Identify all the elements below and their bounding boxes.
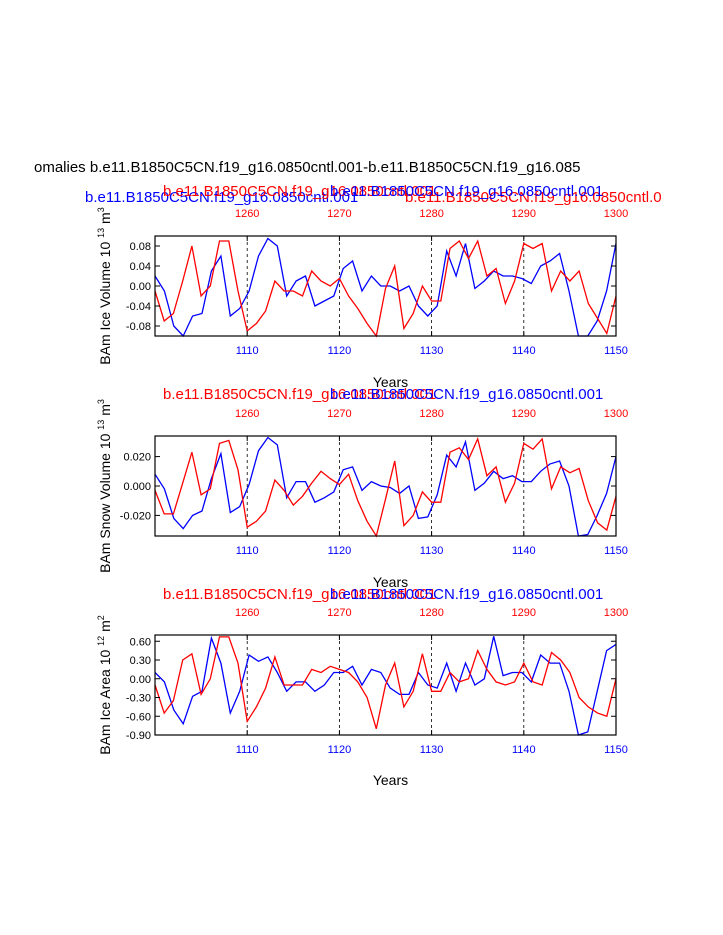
plot-frame bbox=[154, 634, 617, 736]
x-bottom-tick-label: 1130 bbox=[420, 744, 444, 756]
y-tick-label: 0.30 bbox=[130, 655, 151, 667]
x-axis-label: Years bbox=[373, 374, 408, 390]
chart-panel-3: 0.60 0.30 0.00 -0.30 -0.60 -0.90 1110 1120 1130 1… bbox=[96, 586, 628, 788]
x-bottom-tick-label: 1120 bbox=[328, 345, 352, 357]
y-axis-label: BAm Snow Volume 10 13 m3 bbox=[96, 399, 113, 573]
y-axis-label: BAm Ice Area 10 12 m2 bbox=[96, 615, 113, 755]
series-line-blue bbox=[154, 237, 617, 338]
x-bottom-tick-label: 1110 bbox=[236, 744, 259, 756]
x-bottom-tick-label: 1130 bbox=[420, 345, 444, 357]
x-bottom-tick-label: 1140 bbox=[512, 545, 536, 557]
panel-title-red: b.e11.B1850C5CN.f19_g16.0850cntl.001 bbox=[163, 586, 436, 603]
series-line-blue bbox=[154, 436, 617, 537]
x-bottom-tick-label: 1150 bbox=[604, 545, 628, 557]
x-top-tick-label: 1300 bbox=[604, 607, 628, 619]
y-tick-label: -0.08 bbox=[126, 321, 151, 333]
y-tick-label: -0.020 bbox=[120, 510, 151, 522]
series-line-red bbox=[154, 636, 617, 729]
y-tick-label: -0.30 bbox=[126, 693, 151, 705]
x-top-tick-label: 1270 bbox=[327, 408, 351, 420]
y-tick-label: 0.60 bbox=[130, 636, 151, 648]
y-tick-label: 0.000 bbox=[123, 481, 151, 493]
y-tick-label: -0.90 bbox=[126, 730, 151, 742]
x-top-tick-label: 1300 bbox=[604, 408, 628, 420]
series-line-red bbox=[154, 436, 617, 538]
y-tick-label: -0.04 bbox=[126, 301, 151, 313]
x-bottom-tick-label: 1140 bbox=[512, 744, 536, 756]
x-bottom-tick-label: 1140 bbox=[512, 345, 536, 357]
y-tick-label: -0.60 bbox=[126, 711, 151, 723]
plot-frame bbox=[154, 435, 617, 537]
panel-title-blue: b.e11.B1850C5CN.f19_g16.0850cntl.001 bbox=[85, 189, 358, 206]
x-top-tick-label: 1290 bbox=[512, 208, 536, 220]
x-top-tick-label: 1280 bbox=[419, 607, 443, 619]
x-top-tick-label: 1270 bbox=[327, 208, 351, 220]
chart-panel-2: 0.020 0.000 -0.020 1110 1120 1130 1140 1150 1260… bbox=[96, 386, 628, 590]
x-top-tick-label: 1280 bbox=[419, 208, 443, 220]
y-tick-label: 0.00 bbox=[130, 674, 151, 686]
panel-title-blue: b.e11.B1850C5CN.f19_g16.0850cntl.001 bbox=[330, 586, 603, 603]
x-axis-label: Years bbox=[373, 772, 408, 788]
y-tick-label: 0.00 bbox=[130, 281, 151, 293]
x-top-tick-label: 1270 bbox=[327, 607, 351, 619]
x-axis-label: Years bbox=[373, 574, 408, 590]
y-tick-label: 0.04 bbox=[130, 261, 151, 273]
x-top-tick-label: 1260 bbox=[235, 208, 259, 220]
y-axis-label: BAm Ice Volume 10 13 m3 bbox=[96, 207, 113, 364]
panel-title-red: b.e11.B1850C5CN.f19_g16.0850cntl.001 bbox=[163, 386, 436, 403]
panel-title-top-blue: b.e11.B1850C5CN.f19_g16.0850cntl.001 bbox=[330, 183, 603, 200]
x-bottom-tick-label: 1120 bbox=[328, 744, 352, 756]
series-line-blue bbox=[154, 635, 617, 736]
x-top-tick-label: 1260 bbox=[235, 607, 259, 619]
x-top-tick-label: 1290 bbox=[512, 607, 536, 619]
chart-panel-1: 0.08 0.04 0.00 -0.04 -0.08 1110 1120 1130 1140 11… bbox=[85, 183, 662, 390]
y-tick-label: 0.020 bbox=[123, 452, 151, 464]
series-line-red bbox=[154, 239, 617, 338]
x-bottom-tick-label: 1150 bbox=[604, 744, 628, 756]
x-top-tick-label: 1280 bbox=[419, 408, 443, 420]
panel-title-red: b.e11.B1850C5CN.f19_g16.0850cntl.0 bbox=[405, 189, 662, 206]
panel-title-top-red: b.e11.B1850C5CN.f19_g16.0850cntl.001 bbox=[163, 183, 436, 200]
x-bottom-tick-label: 1150 bbox=[604, 345, 628, 357]
main-title: omalies b.e11.B1850C5CN.f19_g16.0850cntl… bbox=[34, 159, 581, 176]
x-bottom-tick-label: 1130 bbox=[420, 545, 444, 557]
x-top-tick-label: 1290 bbox=[512, 408, 536, 420]
x-top-tick-label: 1260 bbox=[235, 408, 259, 420]
x-top-tick-label: 1300 bbox=[604, 208, 628, 220]
x-bottom-tick-label: 1110 bbox=[236, 545, 259, 557]
y-tick-label: 0.08 bbox=[130, 241, 151, 253]
x-bottom-tick-label: 1110 bbox=[236, 345, 259, 357]
panel-title-blue: b.e11.B1850C5CN.f19_g16.0850cntl.001 bbox=[330, 386, 603, 403]
x-bottom-tick-label: 1120 bbox=[328, 545, 352, 557]
